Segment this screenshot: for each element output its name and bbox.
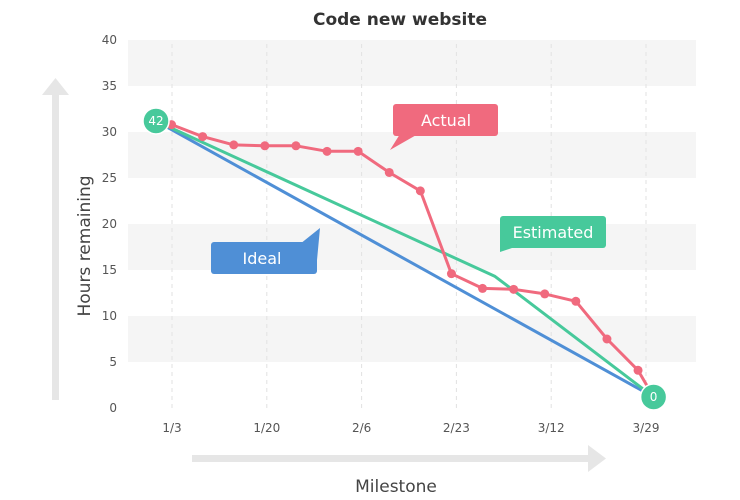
x-tick-label: 2/6: [352, 421, 371, 435]
data-point-actual: [633, 365, 643, 375]
y-tick-label: 30: [102, 125, 117, 139]
y-tick-label: 5: [109, 355, 117, 369]
callout-actual-label: Actual: [421, 111, 471, 130]
data-point-actual: [384, 167, 394, 177]
data-point-actual: [260, 141, 270, 151]
callout-estimated-label: Estimated: [513, 223, 594, 242]
x-tick-label: 3/29: [633, 421, 660, 435]
grid-band: [128, 40, 696, 86]
data-point-actual: [446, 269, 456, 279]
y-tick-label: 25: [102, 171, 117, 185]
x-axis-arrow-icon: [192, 445, 606, 472]
series-line-ideal: [154, 119, 656, 399]
start-marker: [142, 107, 170, 135]
data-point-actual: [509, 284, 519, 294]
data-point-actual: [415, 186, 425, 196]
callout-ideal: Ideal: [211, 228, 320, 274]
end-marker-label: 0: [650, 390, 658, 404]
y-axis-arrow-icon: [42, 78, 69, 400]
grid-bands: [128, 40, 696, 362]
x-axis-title: Milestone: [355, 477, 437, 497]
y-tick-label: 10: [102, 309, 117, 323]
callout-actual: Actual: [390, 104, 498, 150]
data-point-actual: [198, 132, 208, 142]
x-tick-label: 1/3: [162, 421, 181, 435]
data-point-actual: [353, 146, 363, 156]
start-marker-label: 42: [148, 114, 163, 128]
endpoint-markers: 42 0: [142, 107, 668, 411]
data-point-actual: [571, 296, 581, 306]
y-axis-title: Hours remaining: [75, 175, 95, 316]
x-tick-label: 1/20: [253, 421, 280, 435]
y-tick-label: 35: [102, 79, 117, 93]
data-point-actual: [291, 141, 301, 151]
data-point-actual: [229, 140, 239, 150]
end-marker: [639, 383, 668, 411]
grid-band: [128, 132, 696, 178]
y-tick-label: 20: [102, 217, 117, 231]
data-point-actual: [322, 146, 332, 156]
data-point-actual: [478, 283, 488, 293]
y-tick-label: 15: [102, 263, 117, 277]
x-axis-ticks: 1/3 1/20 2/6 2/23 3/12 3/29: [162, 421, 659, 435]
callout-estimated: Estimated: [500, 216, 606, 252]
chart-title: Code new website: [313, 10, 487, 30]
data-point-actual: [602, 334, 612, 344]
y-axis-ticks: 0 5 10 15 20 25 30 35 40: [102, 33, 117, 415]
x-tick-label: 2/23: [443, 421, 470, 435]
y-tick-label: 40: [102, 33, 117, 47]
x-tick-label: 3/12: [538, 421, 565, 435]
y-tick-label: 0: [109, 401, 117, 415]
grid-band: [128, 316, 696, 362]
series-line-estimated: [154, 119, 656, 399]
data-point-actual: [540, 289, 550, 299]
callout-ideal-label: Ideal: [243, 249, 282, 268]
